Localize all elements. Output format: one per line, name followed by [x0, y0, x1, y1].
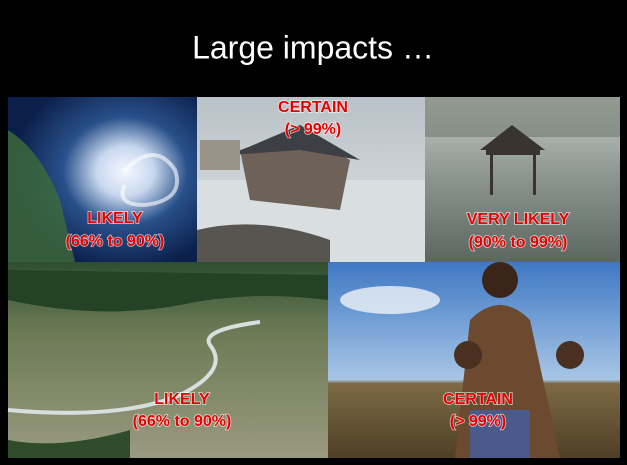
likelihood-range: (> 99%) [450, 413, 506, 430]
likelihood-range: (66% to 90%) [133, 413, 232, 430]
likelihood-label: VERY LIKELY [467, 211, 570, 228]
likelihood-range: (> 99%) [285, 121, 341, 138]
page: Large impacts … LIKELY (66% to 90%) [0, 0, 627, 465]
likelihood-label: CERTAIN [278, 99, 348, 116]
slide: Large impacts … LIKELY (66% to 90%) [0, 0, 627, 465]
likelihood-range: (90% to 99%) [469, 234, 568, 251]
slide-title: Large impacts … [192, 29, 434, 65]
likelihood-label: LIKELY [154, 391, 210, 408]
likelihood-range: (66% to 90%) [66, 233, 165, 250]
likelihood-label: LIKELY [87, 210, 143, 227]
likelihood-label: CERTAIN [443, 391, 513, 408]
